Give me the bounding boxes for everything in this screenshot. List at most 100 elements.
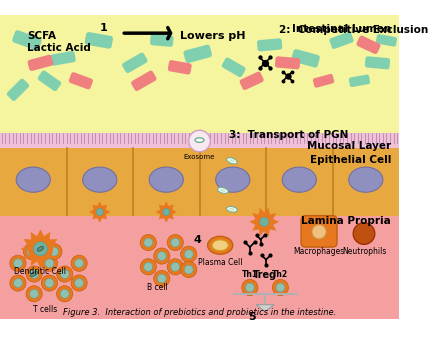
FancyBboxPatch shape [329, 32, 353, 49]
Text: 5: 5 [248, 312, 255, 322]
Circle shape [49, 247, 58, 256]
Text: Neutrophils: Neutrophils [342, 247, 386, 256]
Text: Macrophages: Macrophages [293, 247, 345, 256]
Ellipse shape [195, 138, 204, 142]
Ellipse shape [149, 167, 183, 192]
Text: Intestinal Lumen: Intestinal Lumen [292, 24, 391, 34]
Circle shape [60, 289, 69, 298]
Circle shape [94, 206, 106, 218]
Circle shape [144, 238, 153, 247]
Text: Th2: Th2 [272, 270, 289, 280]
Circle shape [272, 280, 289, 296]
Text: Lamina Propria: Lamina Propria [301, 216, 391, 225]
Circle shape [10, 255, 26, 271]
Text: Treg: Treg [253, 269, 277, 280]
Circle shape [26, 266, 42, 282]
Ellipse shape [218, 188, 228, 193]
Ellipse shape [83, 167, 117, 192]
FancyBboxPatch shape [313, 74, 334, 88]
FancyBboxPatch shape [376, 34, 397, 47]
Circle shape [30, 289, 39, 298]
FancyBboxPatch shape [50, 51, 76, 66]
Circle shape [45, 259, 54, 268]
Ellipse shape [220, 189, 226, 192]
FancyBboxPatch shape [131, 71, 157, 91]
FancyBboxPatch shape [0, 215, 399, 319]
Circle shape [75, 279, 83, 287]
Ellipse shape [31, 271, 38, 276]
Circle shape [140, 259, 156, 275]
Ellipse shape [227, 158, 237, 164]
Text: Th1: Th1 [242, 270, 258, 280]
Text: Dendritic Cell: Dendritic Cell [15, 267, 67, 276]
FancyBboxPatch shape [12, 30, 42, 51]
Polygon shape [256, 305, 274, 312]
Text: Epithelial Cell: Epithelial Cell [309, 155, 391, 165]
Circle shape [27, 247, 36, 256]
Circle shape [46, 243, 62, 260]
Text: Plasma Cell: Plasma Cell [198, 258, 242, 267]
Circle shape [163, 209, 170, 216]
Text: Figure 3.  Interaction of prebiotics and probiotics in the intestine.: Figure 3. Interaction of prebiotics and … [63, 308, 336, 317]
FancyBboxPatch shape [365, 56, 390, 69]
Ellipse shape [229, 159, 235, 163]
Circle shape [13, 279, 23, 287]
Ellipse shape [37, 246, 44, 251]
Circle shape [171, 262, 180, 271]
Ellipse shape [16, 167, 50, 192]
Circle shape [34, 242, 48, 256]
Circle shape [30, 270, 39, 279]
Circle shape [167, 235, 183, 251]
FancyBboxPatch shape [7, 78, 29, 101]
FancyBboxPatch shape [28, 55, 53, 71]
Circle shape [24, 243, 40, 260]
Circle shape [181, 246, 197, 262]
Ellipse shape [208, 236, 233, 254]
Circle shape [171, 238, 180, 247]
Circle shape [71, 275, 87, 291]
Circle shape [41, 255, 58, 271]
Circle shape [312, 224, 326, 239]
Circle shape [60, 270, 69, 279]
Text: B cell: B cell [147, 283, 168, 292]
FancyBboxPatch shape [240, 72, 264, 90]
Circle shape [255, 213, 273, 231]
Ellipse shape [226, 207, 237, 212]
FancyBboxPatch shape [275, 56, 300, 69]
Circle shape [28, 236, 53, 262]
Circle shape [157, 251, 166, 261]
Ellipse shape [229, 208, 235, 211]
FancyBboxPatch shape [357, 35, 381, 54]
Circle shape [154, 248, 170, 264]
Circle shape [96, 209, 103, 216]
Circle shape [13, 259, 23, 268]
Circle shape [26, 286, 42, 302]
FancyBboxPatch shape [150, 34, 174, 47]
Ellipse shape [216, 167, 250, 192]
Circle shape [157, 274, 166, 283]
Polygon shape [22, 230, 59, 268]
Text: Mucosal Layer: Mucosal Layer [307, 141, 391, 151]
Circle shape [140, 235, 156, 251]
Circle shape [10, 275, 26, 291]
Circle shape [353, 223, 375, 244]
FancyBboxPatch shape [122, 52, 147, 73]
Circle shape [160, 206, 173, 218]
Circle shape [75, 259, 83, 268]
FancyBboxPatch shape [301, 216, 337, 247]
Text: Lowers pH: Lowers pH [180, 31, 245, 41]
Circle shape [184, 265, 193, 274]
Circle shape [260, 217, 269, 226]
FancyBboxPatch shape [0, 133, 399, 153]
FancyBboxPatch shape [0, 148, 399, 216]
Circle shape [167, 259, 183, 275]
Circle shape [242, 280, 258, 296]
Ellipse shape [212, 240, 228, 251]
Circle shape [144, 262, 153, 271]
FancyBboxPatch shape [183, 45, 212, 63]
Ellipse shape [349, 167, 383, 192]
Circle shape [41, 275, 58, 291]
Text: 3:  Transport of PGN: 3: Transport of PGN [229, 130, 349, 140]
Circle shape [181, 262, 197, 277]
FancyBboxPatch shape [291, 49, 320, 68]
